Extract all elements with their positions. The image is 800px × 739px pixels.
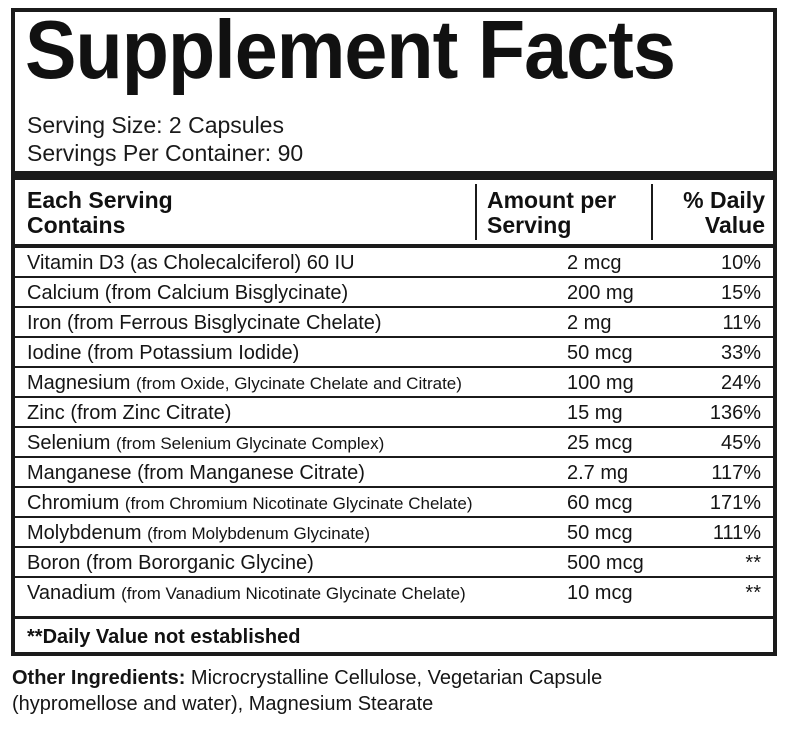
nutrient-daily-value: 111%	[712, 522, 761, 544]
nutrient-name: Chromium (from Chromium Nicotinate Glyci…	[27, 490, 472, 517]
nutrient-daily-value: 33%	[720, 342, 761, 364]
column-separator	[475, 184, 477, 240]
table-row: Vanadium (from Vanadium Nicotinate Glyci…	[15, 578, 773, 608]
header-each-serving: Each Serving Contains	[27, 188, 327, 238]
table-row: Selenium (from Selenium Glycinate Comple…	[15, 428, 773, 458]
nutrient-name-text: Iron (from Ferrous Bisglycinate Chelate)	[27, 312, 382, 334]
other-ingredients-text: Microcrystalline Cellulose, Vegetarian C…	[12, 667, 603, 715]
table-row: Boron (from Bororganic Glycine) 500 mcg **	[15, 548, 773, 578]
nutrient-name: Boron (from Bororganic Glycine)	[27, 550, 314, 576]
other-ingredients-label: Other Ingredients:	[12, 667, 186, 689]
nutrient-amount: 15 mg	[567, 402, 623, 424]
nutrient-name-text: Manganese (from Manganese Citrate)	[27, 462, 365, 484]
nutrient-amount: 2 mcg	[567, 252, 622, 274]
nutrient-name: Iron (from Ferrous Bisglycinate Chelate)	[27, 310, 382, 336]
column-separator	[651, 184, 653, 240]
table-row: Vitamin D3 (as Cholecalciferol) 60 IU 2 m…	[15, 248, 773, 278]
nutrient-name: Vanadium (from Vanadium Nicotinate Glyci…	[27, 580, 466, 607]
panel-title: Supplement Facts	[25, 3, 676, 96]
nutrient-amount: 2 mg	[567, 312, 612, 334]
header-daily-value: % Daily Value	[663, 188, 773, 238]
nutrient-daily-value: **	[745, 582, 761, 604]
nutrient-name: Manganese (from Manganese Citrate)	[27, 460, 365, 486]
nutrient-daily-value: 45%	[720, 432, 761, 454]
nutrient-amount: 50 mcg	[567, 342, 633, 364]
nutrient-amount: 200 mg	[567, 282, 634, 304]
nutrient-name-text: Vanadium	[27, 582, 116, 604]
servings-per-container: Servings Per Container: 90	[27, 140, 304, 166]
footnote: **Daily Value not established	[27, 626, 301, 648]
table-row: Molybdenum (from Molybdenum Glycinate) 50…	[15, 518, 773, 548]
nutrient-amount: 25 mcg	[567, 432, 633, 454]
nutrient-name: Calcium (from Calcium Bisglycinate)	[27, 280, 348, 306]
nutrient-name: Molybdenum (from Molybdenum Glycinate)	[27, 520, 370, 547]
nutrient-source: (from Vanadium Nicotinate Glycinate Chel…	[121, 584, 466, 603]
table-row: Calcium (from Calcium Bisglycinate) 200 m…	[15, 278, 773, 308]
bottom-divider	[15, 616, 773, 619]
nutrient-name: Zinc (from Zinc Citrate)	[27, 400, 231, 426]
nutrient-name-text: Chromium	[27, 492, 120, 514]
header-divider	[15, 244, 773, 248]
nutrient-name: Magnesium (from Oxide, Glycinate Chelate…	[27, 370, 462, 397]
nutrient-amount: 500 mcg	[567, 552, 644, 574]
nutrient-name-text: Zinc (from Zinc Citrate)	[27, 402, 232, 424]
supplement-facts-panel: Supplement Facts Serving Size: 2 Capsule…	[11, 4, 777, 656]
table-row: Chromium (from Chromium Nicotinate Glyci…	[15, 488, 773, 518]
header-each-line1: Each Serving	[27, 187, 173, 213]
nutrient-name-text: Selenium	[27, 432, 111, 454]
nutrient-daily-value: 24%	[720, 372, 761, 394]
nutrient-source: (from Molybdenum Glycinate)	[147, 524, 371, 543]
nutrient-amount: 2.7 mg	[567, 462, 629, 484]
serving-size: Serving Size: 2 Capsules	[27, 112, 284, 138]
nutrient-name-text: Iodine (from Potassium Iodide)	[27, 342, 300, 364]
nutrient-daily-value: 11%	[722, 312, 761, 334]
nutrient-name-text: Magnesium	[27, 372, 131, 394]
nutrient-amount: 10 mcg	[567, 582, 633, 604]
nutrient-daily-value: 171%	[709, 492, 761, 514]
nutrient-amount: 60 mcg	[567, 492, 633, 514]
header-amount: Amount per Serving	[487, 188, 647, 238]
nutrient-name-text: Vitamin D3 (as Cholecalciferol) 60 IU	[27, 252, 355, 274]
header-dv-line2: Value	[704, 212, 765, 238]
nutrient-table: Vitamin D3 (as Cholecalciferol) 60 IU 2 m…	[15, 248, 773, 608]
nutrient-amount: 100 mg	[567, 372, 634, 394]
nutrient-source: (from Oxide, Glycinate Chelate and Citra…	[135, 374, 462, 393]
header-each-line2: Contains	[27, 212, 126, 238]
table-row: Zinc (from Zinc Citrate) 15 mg 136%	[15, 398, 773, 428]
table-row: Magnesium (from Oxide, Glycinate Chelate…	[15, 368, 773, 398]
nutrient-name-text: Boron (from Bororganic Glycine)	[27, 552, 314, 574]
nutrient-name: Vitamin D3 (as Cholecalciferol) 60 IU	[27, 250, 355, 276]
nutrient-daily-value: 15%	[720, 282, 761, 304]
header-amount-line2: Serving	[487, 212, 572, 238]
nutrient-daily-value: **	[745, 552, 761, 574]
nutrient-source: (from Chromium Nicotinate Glycinate Chel…	[124, 494, 473, 513]
nutrient-amount: 50 mcg	[567, 522, 633, 544]
nutrient-daily-value: 10%	[720, 252, 761, 274]
nutrient-name-text: Molybdenum	[27, 522, 142, 544]
nutrient-daily-value: 136%	[709, 402, 761, 424]
header-dv-line1: % Daily	[683, 187, 765, 213]
table-row: Iodine (from Potassium Iodide) 50 mcg 33%	[15, 338, 773, 368]
nutrient-daily-value: 117%	[711, 462, 761, 484]
header-amount-line1: Amount per	[487, 187, 617, 213]
table-row: Iron (from Ferrous Bisglycinate Chelate)…	[15, 308, 773, 338]
nutrient-name: Selenium (from Selenium Glycinate Comple…	[27, 430, 384, 457]
nutrient-name-text: Calcium (from Calcium Bisglycinate)	[27, 282, 349, 304]
thick-divider	[15, 171, 773, 180]
nutrient-source: (from Selenium Glycinate Complex)	[115, 434, 385, 453]
table-row: Manganese (from Manganese Citrate) 2.7 mg…	[15, 458, 773, 488]
other-ingredients: Other Ingredients: Microcrystalline Cell…	[12, 665, 702, 717]
nutrient-name: Iodine (from Potassium Iodide)	[27, 340, 299, 366]
